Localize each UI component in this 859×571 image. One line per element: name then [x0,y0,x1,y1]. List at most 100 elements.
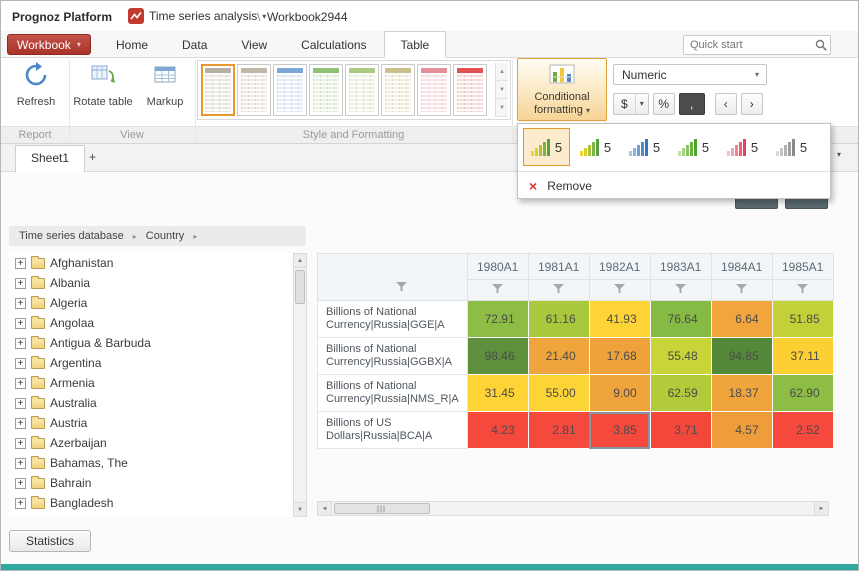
statistics-button[interactable]: Statistics [9,530,92,552]
tab-table[interactable]: Table [383,31,447,58]
column-header[interactable]: 1981A1 [527,253,590,280]
iconset-option[interactable]: 5 [523,128,570,166]
data-cell[interactable]: 55.48 [649,337,712,375]
column-header[interactable]: 1982A1 [588,253,651,280]
gallery-more-icon[interactable]: ▼ [496,99,508,117]
iconset-option[interactable]: 5 [621,128,668,166]
tree-item[interactable]: + Algeria [9,293,293,313]
scroll-right-icon[interactable]: ► [814,502,828,515]
data-cell[interactable]: 98.46 [466,337,529,375]
chevron-down-icon[interactable]: ▾ [754,70,759,79]
data-cell[interactable]: 4.23 [466,411,529,449]
expand-icon[interactable]: + [15,397,26,409]
tab-home[interactable]: Home [116,38,149,52]
data-cell[interactable]: 72.91 [466,300,529,338]
data-cell[interactable]: 61.16 [527,300,590,338]
thousands-separator-button[interactable]: , [678,93,705,115]
expand-icon[interactable]: + [15,377,26,389]
scrollbar-thumb[interactable] [295,270,305,304]
data-cell[interactable]: 6.64 [710,300,773,338]
column-header[interactable]: 1985A1 [771,253,834,280]
tree-item[interactable]: + Bahamas, The [9,453,293,473]
tree-item[interactable]: + Afghanistan [9,253,293,273]
percent-button[interactable]: % [652,93,675,115]
data-cell[interactable]: 76.64 [649,300,712,338]
scrollbar-thumb[interactable] [334,503,430,514]
column-filter[interactable] [710,279,773,301]
tree-item[interactable]: + Armenia [9,373,293,393]
search-icon[interactable] [812,39,830,52]
expand-icon[interactable]: + [15,457,26,469]
tab-data[interactable]: Data [182,38,208,52]
table-style-thumbnail[interactable] [381,64,415,116]
table-style-thumbnail[interactable] [453,64,487,116]
data-cell[interactable]: 3.71 [649,411,712,449]
tree-item[interactable]: + Azerbaijan [9,433,293,453]
expand-icon[interactable]: + [15,317,26,329]
quick-start-input[interactable] [684,39,812,51]
expand-icon[interactable]: + [15,277,26,289]
column-filter[interactable] [588,279,651,301]
expand-icon[interactable]: + [15,297,26,309]
sheet-list-dropdown-icon[interactable]: ▾ [836,150,841,159]
tree-vertical-scrollbar[interactable]: ▲ ▼ [293,253,307,517]
tree-item[interactable]: + Bahrain [9,473,293,493]
rotate-table-button[interactable]: Rotate table [73,62,133,108]
expand-icon[interactable]: + [15,357,26,369]
markup-button[interactable]: Markup [137,62,193,108]
expand-icon[interactable]: + [15,477,26,489]
iconset-option[interactable]: 5 [572,128,619,166]
add-sheet-button[interactable]: + [89,150,97,164]
row-header[interactable]: Billions of US Dollars|Russia|BCA|A [317,411,468,449]
table-style-thumbnail[interactable] [273,64,307,116]
data-cell[interactable]: 62.59 [649,374,712,412]
scroll-down-icon[interactable]: ▼ [294,502,306,516]
module-menu[interactable]: Time series analysis ▾ [149,6,266,26]
breadcrumb-arrow-icon[interactable]: ▸ [132,231,137,241]
data-cell[interactable]: 9.00 [588,374,651,412]
scroll-up-icon[interactable]: ▲ [294,254,306,268]
data-cell[interactable]: 21.40 [527,337,590,375]
data-cell[interactable]: 31.45 [466,374,529,412]
tab-view[interactable]: View [241,38,268,52]
remove-formatting-item[interactable]: × Remove [518,173,830,198]
column-header[interactable]: 1983A1 [649,253,712,280]
data-cell[interactable]: 2.52 [771,411,834,449]
expand-icon[interactable]: + [15,437,26,449]
tree-item[interactable]: + Albania [9,273,293,293]
numeric-format-select[interactable]: Numeric ▾ [613,64,767,85]
breadcrumb-item-country[interactable]: Country [145,230,185,242]
data-cell[interactable]: 17.68 [588,337,651,375]
data-cell[interactable]: 18.37 [710,374,773,412]
currency-button[interactable]: $ ▾ [613,93,649,115]
table-style-thumbnail[interactable] [201,64,235,116]
data-cell[interactable]: 4.57 [710,411,773,449]
gallery-scroll-down-icon[interactable]: ▼ [496,81,508,99]
tree-item[interactable]: + Austria [9,413,293,433]
data-cell[interactable]: 94.85 [710,337,773,375]
iconset-option[interactable]: 5 [719,128,766,166]
table-corner-cell[interactable] [317,253,468,301]
iconset-option[interactable]: 5 [768,128,815,166]
expand-icon[interactable]: + [15,257,26,269]
tree-item[interactable]: + Argentina [9,353,293,373]
tree-item[interactable]: + Bangladesh [9,493,293,513]
breadcrumb-item-database[interactable]: Time series database [19,230,124,242]
tree-item[interactable]: + Australia [9,393,293,413]
data-cell[interactable]: 37.11 [771,337,834,375]
table-style-thumbnail[interactable] [309,64,343,116]
row-header[interactable]: Billions of National Currency|Russia|GGE… [317,300,468,338]
expand-icon[interactable]: + [15,337,26,349]
table-style-thumbnail[interactable] [345,64,379,116]
table-horizontal-scrollbar[interactable]: ◄ ► [317,501,829,516]
table-style-thumbnail[interactable] [237,64,271,116]
data-cell[interactable]: 51.85 [771,300,834,338]
refresh-button[interactable]: Refresh [5,62,67,108]
expand-icon[interactable]: + [15,497,26,509]
tab-calculations[interactable]: Calculations [301,38,367,52]
column-filter[interactable] [466,279,529,301]
selected-data-cell[interactable]: 3.85 [588,411,651,449]
column-filter[interactable] [771,279,834,301]
column-filter[interactable] [649,279,712,301]
increase-decimals-button[interactable]: › [740,93,763,115]
